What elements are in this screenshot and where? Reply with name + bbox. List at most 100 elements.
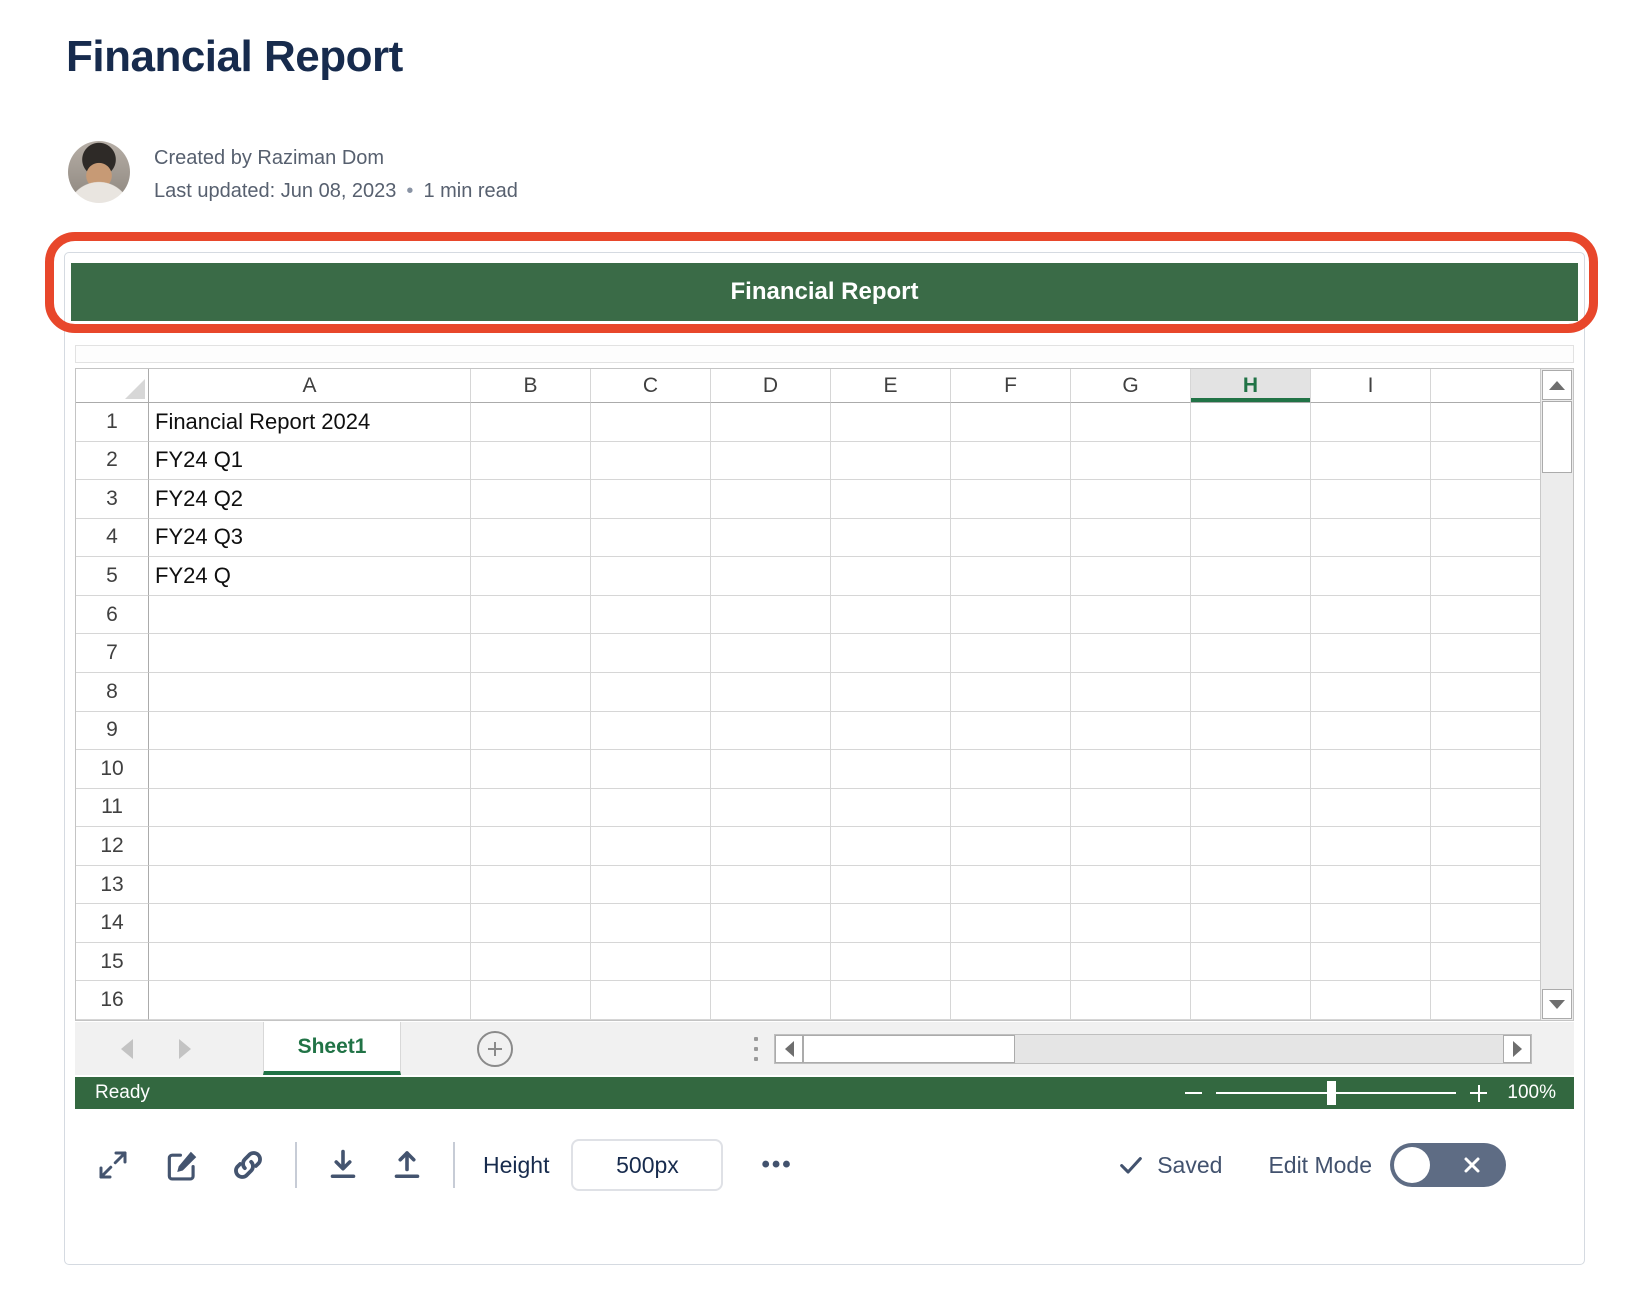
cell-D9[interactable] [711, 711, 831, 751]
row-header-10[interactable]: 10 [76, 750, 149, 789]
cell-C9[interactable] [591, 711, 711, 751]
cell-E11[interactable] [831, 788, 951, 828]
cell-D8[interactable] [711, 672, 831, 712]
edit-button[interactable] [163, 1146, 201, 1184]
cell-A6[interactable] [149, 595, 471, 635]
cell-F8[interactable] [951, 672, 1071, 712]
horizontal-scrollbar[interactable] [774, 1033, 1532, 1064]
cell-C15[interactable] [591, 942, 711, 982]
cell-B12[interactable] [471, 827, 591, 866]
cell-H14[interactable] [1191, 904, 1311, 943]
row-header-13[interactable]: 13 [76, 865, 149, 905]
cell-B6[interactable] [471, 595, 591, 635]
cell-E16[interactable] [831, 981, 951, 1020]
cell-B14[interactable] [471, 904, 591, 943]
row-header-11[interactable]: 11 [76, 788, 149, 828]
cell-A2[interactable]: FY24 Q1 [149, 441, 471, 481]
zoom-slider-track[interactable] [1216, 1081, 1457, 1105]
cell-H2[interactable] [1191, 441, 1311, 481]
cell-E13[interactable] [831, 865, 951, 905]
cell-D1[interactable] [711, 403, 831, 442]
scroll-down-button[interactable] [1542, 989, 1572, 1019]
cell-G3[interactable] [1071, 480, 1191, 519]
cell-C14[interactable] [591, 904, 711, 943]
cell-E12[interactable] [831, 827, 951, 866]
cell-H1[interactable] [1191, 403, 1311, 442]
cell-H11[interactable] [1191, 788, 1311, 828]
cell-A16[interactable] [149, 981, 471, 1020]
cell-C2[interactable] [591, 441, 711, 481]
cell-B5[interactable] [471, 557, 591, 596]
cell-G7[interactable] [1071, 634, 1191, 673]
cell-B11[interactable] [471, 788, 591, 828]
vertical-scrollbar-track[interactable] [1541, 473, 1573, 988]
cell-F14[interactable] [951, 904, 1071, 943]
column-header-F[interactable]: F [951, 369, 1071, 403]
row-header-8[interactable]: 8 [76, 672, 149, 712]
row-header-12[interactable]: 12 [76, 827, 149, 866]
vertical-scrollbar[interactable] [1540, 369, 1573, 1020]
cell-F5[interactable] [951, 557, 1071, 596]
scroll-up-button[interactable] [1542, 370, 1572, 400]
cell-D13[interactable] [711, 865, 831, 905]
cell-E5[interactable] [831, 557, 951, 596]
cell-D15[interactable] [711, 942, 831, 982]
cell-H7[interactable] [1191, 634, 1311, 673]
row-header-9[interactable]: 9 [76, 711, 149, 751]
cell-A10[interactable] [149, 750, 471, 789]
row-header-4[interactable]: 4 [76, 518, 149, 558]
cell-I9[interactable] [1311, 711, 1431, 751]
cell-E8[interactable] [831, 672, 951, 712]
vertical-scrollbar-thumb[interactable] [1542, 401, 1572, 473]
cell-A15[interactable] [149, 942, 471, 982]
cell-H15[interactable] [1191, 942, 1311, 982]
cell-A9[interactable] [149, 711, 471, 751]
cell-A14[interactable] [149, 904, 471, 943]
horizontal-scrollbar-thumb[interactable] [803, 1034, 1015, 1063]
cell-I10[interactable] [1311, 750, 1431, 789]
edit-mode-toggle[interactable] [1390, 1143, 1506, 1187]
cell-G8[interactable] [1071, 672, 1191, 712]
cell-F16[interactable] [951, 981, 1071, 1020]
cell-A1[interactable]: Financial Report 2024 [149, 403, 471, 442]
cell-C8[interactable] [591, 672, 711, 712]
cell-B15[interactable] [471, 942, 591, 982]
cell-A12[interactable] [149, 827, 471, 866]
cell-H8[interactable] [1191, 672, 1311, 712]
cell-H13[interactable] [1191, 865, 1311, 905]
cell-H6[interactable] [1191, 595, 1311, 635]
cell-I4[interactable] [1311, 518, 1431, 558]
cell-D10[interactable] [711, 750, 831, 789]
cell-I14[interactable] [1311, 904, 1431, 943]
upload-button[interactable] [389, 1147, 425, 1183]
row-header-16[interactable]: 16 [76, 981, 149, 1020]
column-header-G[interactable]: G [1071, 369, 1191, 403]
cell-I12[interactable] [1311, 827, 1431, 866]
cell-G6[interactable] [1071, 595, 1191, 635]
cell-G2[interactable] [1071, 441, 1191, 481]
zoom-in-button[interactable] [1470, 1084, 1488, 1102]
cell-I13[interactable] [1311, 865, 1431, 905]
cell-C6[interactable] [591, 595, 711, 635]
more-options-button[interactable]: ••• [761, 1151, 793, 1178]
zoom-slider-thumb[interactable] [1326, 1081, 1336, 1105]
row-header-5[interactable]: 5 [76, 557, 149, 596]
tab-nav-left-icon[interactable] [121, 1038, 133, 1059]
cell-B2[interactable] [471, 441, 591, 481]
cell-D4[interactable] [711, 518, 831, 558]
horizontal-scrollbar-track[interactable] [1015, 1035, 1503, 1063]
cell-B10[interactable] [471, 750, 591, 789]
cell-D3[interactable] [711, 480, 831, 519]
tab-sheet1[interactable]: Sheet1 [263, 1022, 401, 1075]
cell-I8[interactable] [1311, 672, 1431, 712]
cell-E10[interactable] [831, 750, 951, 789]
cell-I7[interactable] [1311, 634, 1431, 673]
cell-F7[interactable] [951, 634, 1071, 673]
download-button[interactable] [325, 1147, 361, 1183]
row-header-6[interactable]: 6 [76, 595, 149, 635]
cell-F6[interactable] [951, 595, 1071, 635]
cell-B7[interactable] [471, 634, 591, 673]
cell-F15[interactable] [951, 942, 1071, 982]
link-button[interactable] [229, 1146, 267, 1184]
cell-G16[interactable] [1071, 981, 1191, 1020]
